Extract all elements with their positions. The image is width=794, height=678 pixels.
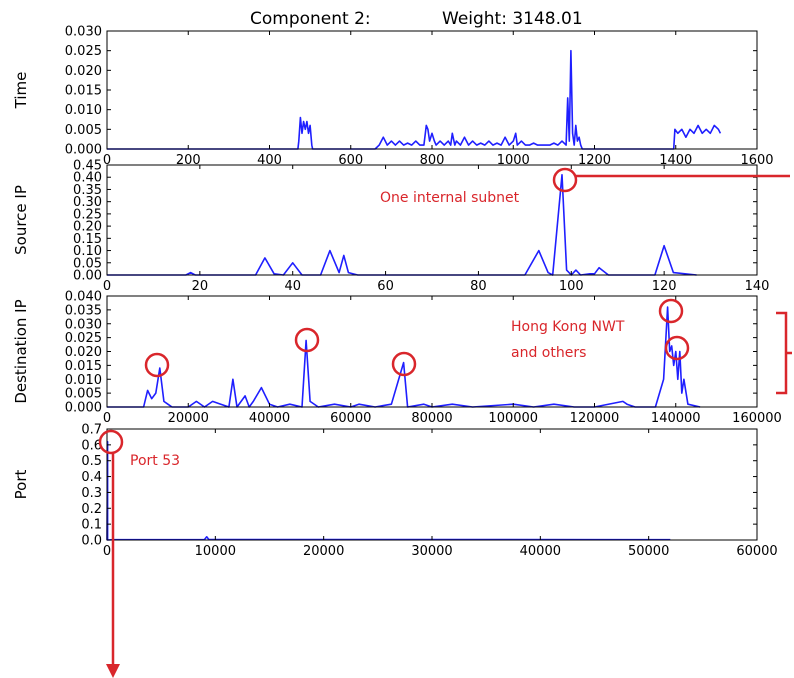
subplot-stack: 0 200 400 600 800 1000 1200 1400 16000.0000.0050… — [12, 25, 782, 560]
y-tick-label: 0.1 — [81, 518, 102, 533]
x-tick-label: 0 — [103, 544, 111, 559]
y-tick-label: 0.025 — [65, 331, 102, 346]
x-tick-label: 0 — [103, 153, 111, 168]
port-arrow-head — [106, 664, 120, 678]
dest-ip-peak-circle-4 — [658, 298, 684, 324]
y-tick-label: 0.000 — [65, 401, 102, 416]
x-tick-label: 1600 — [740, 153, 773, 168]
x-tick-label: 80000 — [411, 411, 452, 426]
x-tick-label: 40000 — [520, 544, 561, 559]
x-tick-label: 100000 — [488, 411, 538, 426]
dest-ip-peak-circle-3 — [391, 351, 417, 377]
x-tick-label: 160000 — [732, 411, 782, 426]
y-tick-label: 0.020 — [65, 64, 102, 79]
dest-ip-peak-circle-1 — [144, 352, 170, 378]
y-tick-label: 0.35 — [73, 183, 102, 198]
x-tick-label: 0 — [103, 411, 111, 426]
y-tick-label: 0.005 — [65, 387, 102, 402]
dest-ip-bracket — [776, 311, 792, 395]
y-tick-label: 0.010 — [65, 373, 102, 388]
y-tick-label: 0.7 — [81, 423, 102, 438]
dest-ip-peak-circle-5 — [664, 335, 690, 361]
y-tick-label: 0.030 — [65, 25, 102, 40]
y-tick-label: 0.05 — [73, 256, 102, 271]
subplot-destination-ip: 0 20000 40000 60000 80000 100000 120000 140000 1… — [12, 290, 782, 427]
port-peak-circle — [98, 429, 124, 455]
y-tick-label: 0.40 — [73, 171, 102, 186]
x-tick-label: 200 — [176, 153, 201, 168]
x-tick-label: 40 — [284, 279, 301, 294]
y-axis-label-time: Time — [12, 72, 30, 110]
x-tick-label: 50000 — [628, 544, 669, 559]
x-tick-label: 0 — [103, 279, 111, 294]
series-line-time — [107, 49, 722, 150]
dest-ip-annotation-line1: Hong Kong NWT — [511, 319, 625, 335]
y-tick-label: 0.025 — [65, 44, 102, 59]
y-tick-label: 0.2 — [81, 502, 102, 517]
y-tick-label: 0.3 — [81, 486, 102, 501]
x-tick-label: 100 — [559, 279, 584, 294]
x-tick-label: 40000 — [249, 411, 290, 426]
chart-title-weight: Weight: 3148.01 — [442, 9, 583, 29]
y-axis-label-destination-ip: Destination IP — [12, 299, 30, 403]
subplot-time: 0 200 400 600 800 1000 1200 1400 1600 0.000 0.005 0… — [12, 25, 774, 169]
y-tick-label: 0.00 — [73, 269, 102, 284]
y-tick-label: 0.5 — [81, 454, 102, 469]
x-tick-label: 20 — [192, 279, 209, 294]
y-tick-label: 0.015 — [65, 84, 102, 99]
y-tick-label: 0.035 — [65, 303, 102, 318]
x-tick-label: 140000 — [651, 411, 701, 426]
axes-frame-port — [106, 428, 758, 541]
x-tick-label: 20000 — [168, 411, 209, 426]
y-tick-label: 0.20 — [73, 220, 102, 235]
x-tick-label: 1400 — [659, 153, 692, 168]
source-ip-peak-circle — [552, 167, 578, 193]
y-tick-label: 0.15 — [73, 232, 102, 247]
x-tick-label: 600 — [338, 153, 363, 168]
y-tick-label: 0.25 — [73, 207, 102, 222]
y-tick-label: 0.10 — [73, 244, 102, 259]
y-tick-label: 0.30 — [73, 195, 102, 210]
y-tick-label: 0.005 — [65, 123, 102, 138]
x-tick-label: 120 — [652, 279, 677, 294]
y-tick-label: 0.000 — [65, 143, 102, 158]
axes-frame-source-ip — [106, 164, 758, 276]
y-axis-label-port: Port — [12, 470, 30, 500]
x-tick-label: 60000 — [330, 411, 371, 426]
y-tick-label: 0.010 — [65, 103, 102, 118]
source-ip-annotation: One internal subnet — [380, 190, 520, 206]
x-tick-label: 800 — [420, 153, 445, 168]
x-tick-label: 60000 — [736, 544, 777, 559]
x-tick-label: 20000 — [303, 544, 344, 559]
dest-ip-peak-circle-2 — [294, 327, 320, 353]
y-tick-label: 0.015 — [65, 359, 102, 374]
axes-frame-time — [106, 30, 758, 150]
x-tick-label: 140 — [745, 279, 770, 294]
y-tick-label: 0.0 — [81, 534, 102, 549]
subplot-port: 0 10000 20000 30000 40000 50000 60000 0.00.10.2… — [12, 423, 778, 560]
x-tick-label: 1000 — [497, 153, 530, 168]
y-tick-label: 0.45 — [73, 159, 102, 174]
x-tick-label: 80 — [470, 279, 487, 294]
x-tick-label: 30000 — [411, 544, 452, 559]
port-annotation: Port 53 — [130, 453, 180, 469]
chart-title-component: Component 2: — [250, 9, 371, 29]
x-tick-label: 60 — [377, 279, 394, 294]
y-tick-label: 0.040 — [65, 290, 102, 305]
dest-ip-annotation-line2: and others — [511, 345, 586, 361]
x-tick-label: 1200 — [578, 153, 611, 168]
y-tick-label: 0.4 — [81, 470, 102, 485]
series-line-port — [106, 440, 671, 541]
subplot-source-ip: 0 20 40 60 80 100 120 1400.000.050.100.150.200.… — [12, 159, 769, 295]
x-tick-label: 120000 — [570, 411, 620, 426]
y-tick-label: 0.6 — [81, 438, 102, 453]
y-tick-label: 0.020 — [65, 345, 102, 360]
y-tick-label: 0.030 — [65, 317, 102, 332]
annotation-layer: One internal subnet Hong Kong NWT and ot… — [98, 167, 792, 678]
x-tick-label: 10000 — [195, 544, 236, 559]
y-axis-label-source-ip: Source IP — [12, 185, 30, 255]
x-tick-label: 400 — [257, 153, 282, 168]
